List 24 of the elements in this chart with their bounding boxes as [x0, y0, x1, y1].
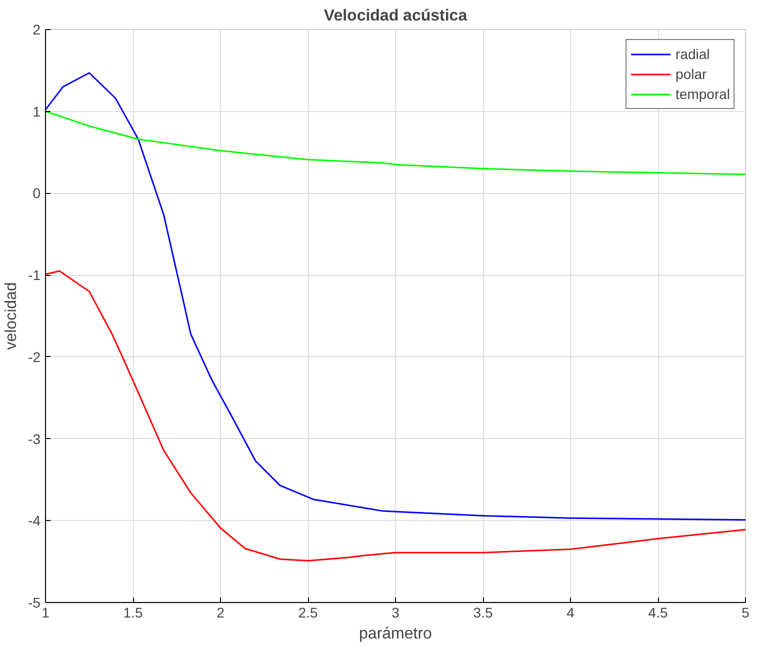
- y-tick-label: 1: [32, 103, 41, 120]
- y-tick-label: 2: [32, 22, 41, 38]
- line-series: [46, 270, 746, 562]
- legend-label: polar: [676, 66, 707, 82]
- x-axis-title: parámetro: [359, 626, 432, 642]
- y-tick-label: -1: [28, 267, 41, 284]
- x-tick-label: 3: [392, 604, 400, 620]
- y-tick-label: -2: [28, 348, 41, 365]
- x-tick-label: 4.5: [648, 604, 668, 620]
- y-tick-label: -5: [28, 594, 41, 610]
- legend-label: radial: [676, 46, 710, 62]
- x-tick-label: 2.5: [298, 604, 318, 620]
- line-series: [46, 110, 746, 176]
- x-tick-label: 4: [566, 604, 575, 620]
- chart-title: Velocidad acústica: [324, 8, 468, 24]
- y-axis-title: velocidad: [3, 282, 20, 350]
- y-tick-label: -3: [28, 430, 41, 447]
- y-tick-label: 0: [32, 185, 41, 202]
- legend-label: temporal: [676, 86, 730, 102]
- y-tick-label: -4: [28, 512, 41, 529]
- x-tick-label: 2: [216, 604, 225, 620]
- x-tick-label: 3.5: [473, 604, 493, 620]
- x-tick-label: 5: [742, 604, 750, 620]
- x-tick-label: 1.5: [123, 604, 143, 620]
